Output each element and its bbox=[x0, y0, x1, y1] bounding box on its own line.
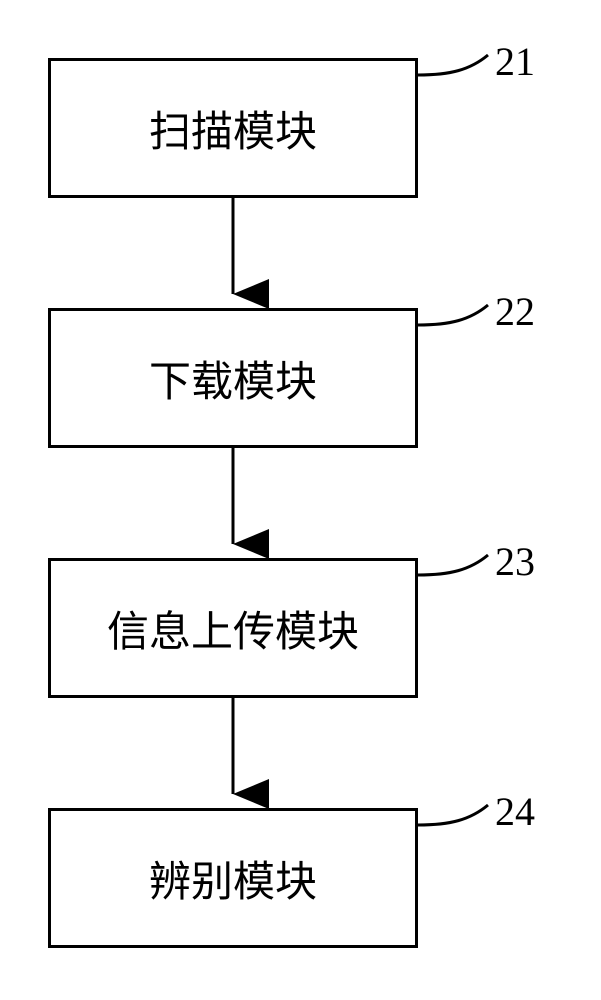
flowchart-canvas: 扫描模块 21 下载模块 22 信息上传模块 23 辨别模块 24 bbox=[0, 0, 601, 1000]
node-identify-module: 辨别模块 bbox=[48, 808, 418, 948]
ref-label-23: 23 bbox=[495, 538, 535, 585]
node-download-module: 下载模块 bbox=[48, 308, 418, 448]
ref-hook bbox=[418, 805, 488, 825]
node-label: 下载模块 bbox=[149, 348, 317, 409]
ref-label-22: 22 bbox=[495, 288, 535, 335]
ref-hook bbox=[418, 555, 488, 575]
node-scan-module: 扫描模块 bbox=[48, 58, 418, 198]
node-label: 扫描模块 bbox=[149, 98, 317, 159]
ref-hook bbox=[418, 305, 488, 325]
ref-label-21: 21 bbox=[495, 38, 535, 85]
node-upload-module: 信息上传模块 bbox=[48, 558, 418, 698]
node-label: 辨别模块 bbox=[149, 848, 317, 909]
ref-hook bbox=[418, 55, 488, 75]
node-label: 信息上传模块 bbox=[107, 598, 359, 659]
ref-label-24: 24 bbox=[495, 788, 535, 835]
